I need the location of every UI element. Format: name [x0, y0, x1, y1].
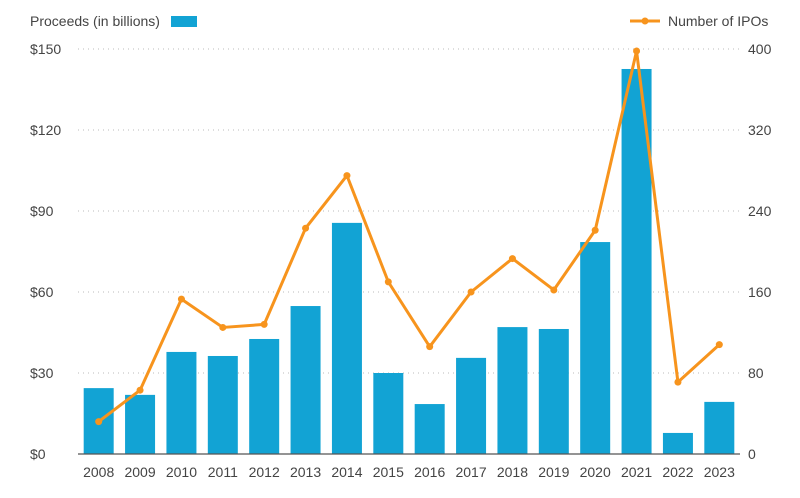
right-axis-tick-label: 320: [748, 122, 772, 138]
ipo-count-point: [95, 418, 103, 426]
ipo-count-point: [591, 226, 599, 234]
ipo-count-point: [302, 224, 310, 232]
x-axis-tick-label: 2020: [580, 464, 611, 480]
left-axis-tick-label: $90: [30, 203, 54, 219]
ipo-count-point: [467, 288, 475, 296]
left-axis-tick-label: $120: [30, 122, 61, 138]
legend-ipos-label: Number of IPOs: [668, 13, 768, 29]
legend-proceeds-swatch: [171, 16, 197, 27]
x-axis-tick-label: 2018: [497, 464, 528, 480]
ipo-count-point: [715, 341, 723, 349]
left-axis-ticks: $0 $30 $60 $90 $120 $150: [30, 41, 61, 462]
proceeds-bar: [414, 404, 445, 454]
ipo-count-point: [343, 172, 351, 180]
proceeds-bar: [704, 401, 735, 454]
proceeds-bar: [290, 306, 321, 454]
x-axis-tick-label: 2009: [124, 464, 155, 480]
ipo-count-point: [426, 343, 434, 351]
proceeds-bar: [166, 351, 197, 454]
x-axis-tick-label: 2011: [208, 464, 238, 480]
right-axis-tick-label: 400: [748, 41, 772, 57]
ipo-count-point: [674, 378, 682, 386]
proceeds-bar: [125, 394, 156, 454]
ipo-count-point: [550, 286, 558, 294]
ipo-count-line: [95, 47, 723, 426]
x-axis-tick-label: 2010: [166, 464, 197, 480]
right-axis-tick-label: 80: [748, 365, 764, 381]
x-axis-tick-label: 2014: [331, 464, 362, 480]
proceeds-bar: [331, 222, 362, 454]
x-axis-tick-label: 2019: [538, 464, 569, 480]
right-axis-tick-label: 160: [748, 284, 772, 300]
ipo-count-polyline: [97, 49, 721, 423]
legend-proceeds-label: Proceeds (in billions): [30, 13, 160, 29]
left-axis-tick-label: $60: [30, 284, 54, 300]
proceeds-bar: [662, 432, 693, 454]
right-axis-tick-label: 240: [748, 203, 772, 219]
x-axis-tick-label: 2008: [83, 464, 114, 480]
x-axis-tick-label: 2013: [290, 464, 321, 480]
ipo-count-point: [384, 278, 392, 286]
x-axis-tick-label: 2017: [455, 464, 486, 480]
proceeds-bar: [373, 373, 404, 454]
x-axis-tick-label: 2022: [662, 464, 693, 480]
right-axis-ticks: 0 80 160 240 320 400: [748, 41, 772, 462]
ipo-count-point: [136, 386, 144, 394]
x-axis-tick-label: 2021: [621, 464, 652, 480]
legend-ipos-dot-swatch: [641, 17, 649, 25]
x-axis-tick-label: 2012: [249, 464, 280, 480]
x-axis-tick-label: 2023: [704, 464, 735, 480]
proceeds-bar: [207, 355, 238, 454]
x-axis-tick-label: 2016: [414, 464, 445, 480]
proceeds-bars: [83, 68, 735, 454]
legend-proceeds: Proceeds (in billions): [30, 13, 197, 29]
ipo-count-point: [508, 255, 516, 263]
proceeds-bar: [497, 327, 528, 454]
proceeds-bar: [580, 242, 611, 454]
proceeds-bar: [249, 338, 280, 454]
right-axis-tick-label: 0: [748, 446, 756, 462]
ipo-count-point: [633, 47, 641, 55]
ipo-count-point: [260, 320, 268, 328]
x-axis-tick-label: 2015: [373, 464, 404, 480]
proceeds-bar: [456, 357, 487, 454]
left-axis-tick-label: $150: [30, 41, 61, 57]
ipo-count-point: [219, 323, 227, 331]
legend-ipos: Number of IPOs: [630, 13, 768, 29]
left-axis-tick-label: $30: [30, 365, 54, 381]
x-axis-ticks: 2008 2009 2010 2011 2012 2013 2014 2015 2016 2017…: [83, 464, 735, 480]
proceeds-bar: [538, 328, 569, 454]
ipo-count-point: [177, 295, 185, 303]
left-axis-tick-label: $0: [30, 446, 46, 462]
